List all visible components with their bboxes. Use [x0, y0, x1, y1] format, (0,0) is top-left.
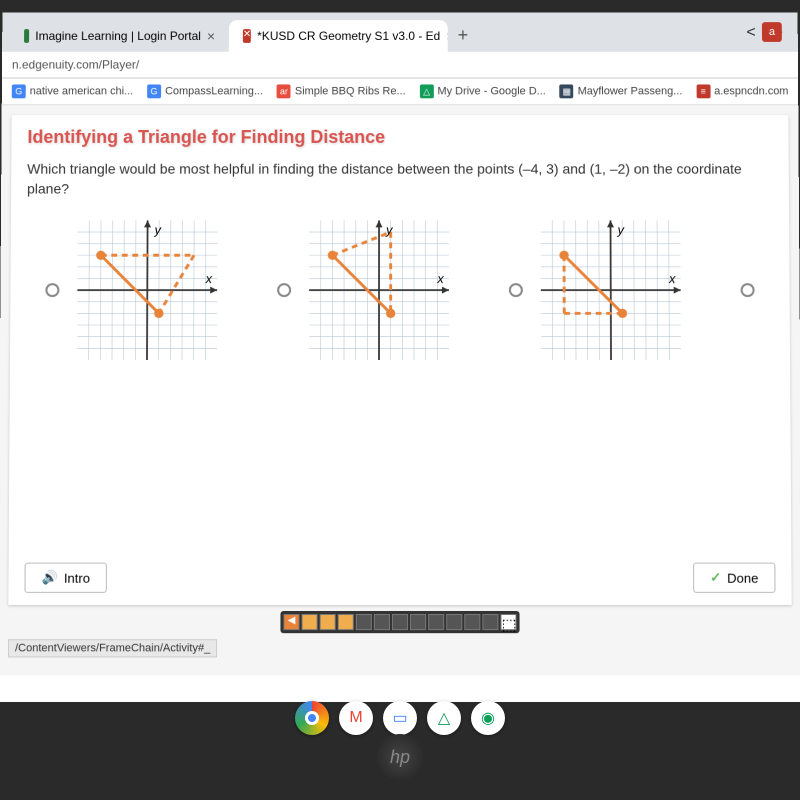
bookmark-item[interactable]: △My Drive - Google D...	[420, 84, 546, 98]
hp-logo: hp	[377, 734, 423, 780]
prev-arrow-icon[interactable]: ◀	[283, 614, 299, 630]
bookmark-icon: ar	[277, 84, 291, 98]
intro-button[interactable]: 🔊 Intro	[24, 563, 107, 593]
progress-cell[interactable]	[482, 614, 498, 630]
done-button[interactable]: ✓ Done	[693, 563, 775, 593]
bookmark-label: native american chi...	[30, 85, 134, 97]
progress-cell[interactable]	[374, 614, 390, 630]
svg-text:x: x	[436, 271, 444, 286]
progress-cell[interactable]	[356, 614, 372, 630]
bookmark-item[interactable]: ≡ a.espncdn.com	[696, 84, 788, 98]
coordinate-plane: xy	[299, 221, 459, 361]
intro-label: Intro	[64, 570, 90, 585]
bookmark-label: My Drive - Google D...	[437, 85, 545, 97]
done-label: Done	[727, 570, 758, 585]
progress-cell[interactable]	[464, 614, 480, 630]
tab-title: *KUSD CR Geometry S1 v3.0 - Ed	[257, 29, 440, 43]
bookmark-label: CompassLearning...	[165, 85, 263, 97]
svg-text:x: x	[205, 271, 213, 286]
laptop-frame: Imagine Learning | Login Portal × ✕ *KUS…	[0, 0, 800, 800]
bookmark-icon: G	[12, 84, 26, 98]
bookmark-label: Simple BBQ Ribs Re...	[295, 85, 406, 97]
progress-cell[interactable]	[338, 614, 354, 630]
lesson-panel: Identifying a Triangle for Finding Dista…	[8, 115, 791, 605]
close-icon[interactable]: ×	[207, 28, 215, 44]
bookmark-label: Mayflower Passeng...	[578, 85, 683, 97]
radio-button[interactable]	[45, 283, 59, 297]
speaker-icon: 🔊	[42, 570, 58, 586]
radio-button[interactable]	[509, 283, 523, 297]
bookmark-item[interactable]: G CompassLearning...	[147, 84, 263, 98]
bookmark-icon: ▦	[560, 84, 574, 98]
progress-strip[interactable]: ◀⬚	[280, 611, 519, 633]
content-area: Identifying a Triangle for Finding Dista…	[0, 105, 800, 675]
progress-cell[interactable]	[410, 614, 426, 630]
docs-app-icon[interactable]: ▭	[383, 701, 417, 735]
screen: Imagine Learning | Login Portal × ✕ *KUS…	[0, 12, 800, 702]
tab-geometry[interactable]: ✕ *KUSD CR Geometry S1 v3.0 - Ed ×	[229, 20, 448, 52]
status-bar: /ContentViewers/FrameChain/Activity#_	[8, 639, 217, 657]
favicon-icon	[24, 29, 29, 43]
radio-button[interactable]	[741, 283, 755, 297]
svg-text:x: x	[668, 271, 676, 286]
favicon-icon: ✕	[243, 29, 251, 43]
bookmark-item[interactable]: ar Simple BBQ Ribs Re...	[277, 84, 406, 98]
bookmark-label: a.espncdn.com	[714, 85, 788, 97]
question-text: Which triangle would be most helpful in …	[11, 152, 789, 211]
drive-app-icon[interactable]: △	[427, 701, 461, 735]
new-tab-button[interactable]: +	[448, 19, 478, 52]
extension-icon[interactable]: a	[762, 22, 782, 42]
bookmark-icon: G	[147, 84, 161, 98]
answer-option[interactable]: xy	[45, 221, 227, 361]
svg-text:y: y	[616, 223, 625, 238]
answer-option[interactable]: xy	[509, 221, 691, 361]
tab-title: Imagine Learning | Login Portal	[35, 29, 201, 43]
radio-button[interactable]	[277, 283, 291, 297]
progress-cell[interactable]	[302, 614, 318, 630]
tab-imagine-learning[interactable]: Imagine Learning | Login Portal ×	[10, 20, 229, 52]
check-icon: ✓	[710, 570, 721, 586]
share-icon[interactable]: <	[746, 24, 755, 44]
answer-options: xyxyxy	[10, 211, 790, 371]
tab-strip: Imagine Learning | Login Portal × ✕ *KUS…	[2, 12, 798, 52]
cursor-icon: ⬚	[500, 614, 516, 630]
chrome-app-icon[interactable]	[295, 701, 329, 735]
progress-cell[interactable]	[392, 614, 408, 630]
progress-cell[interactable]	[428, 614, 444, 630]
app-app-icon[interactable]: ◉	[471, 701, 505, 735]
lesson-title: Identifying a Triangle for Finding Dista…	[11, 115, 788, 152]
svg-text:y: y	[154, 223, 163, 238]
svg-text:y: y	[385, 223, 394, 238]
address-bar[interactable]: n.edgenuity.com/Player/	[2, 52, 798, 79]
progress-cell[interactable]	[320, 614, 336, 630]
coordinate-plane: xy	[67, 221, 227, 361]
bookmark-icon: ≡	[696, 84, 710, 98]
answer-option[interactable]: xy	[277, 221, 459, 361]
bookmarks-bar: Gnative american chi...GCompassLearning.…	[2, 79, 799, 106]
bookmark-item[interactable]: Gnative american chi...	[12, 84, 133, 98]
bookmark-item[interactable]: ▦ Mayflower Passeng...	[560, 84, 683, 98]
coordinate-plane: xy	[531, 221, 691, 361]
progress-cell[interactable]	[446, 614, 462, 630]
bookmark-icon: △	[420, 84, 434, 98]
gmail-app-icon[interactable]: M	[339, 701, 373, 735]
